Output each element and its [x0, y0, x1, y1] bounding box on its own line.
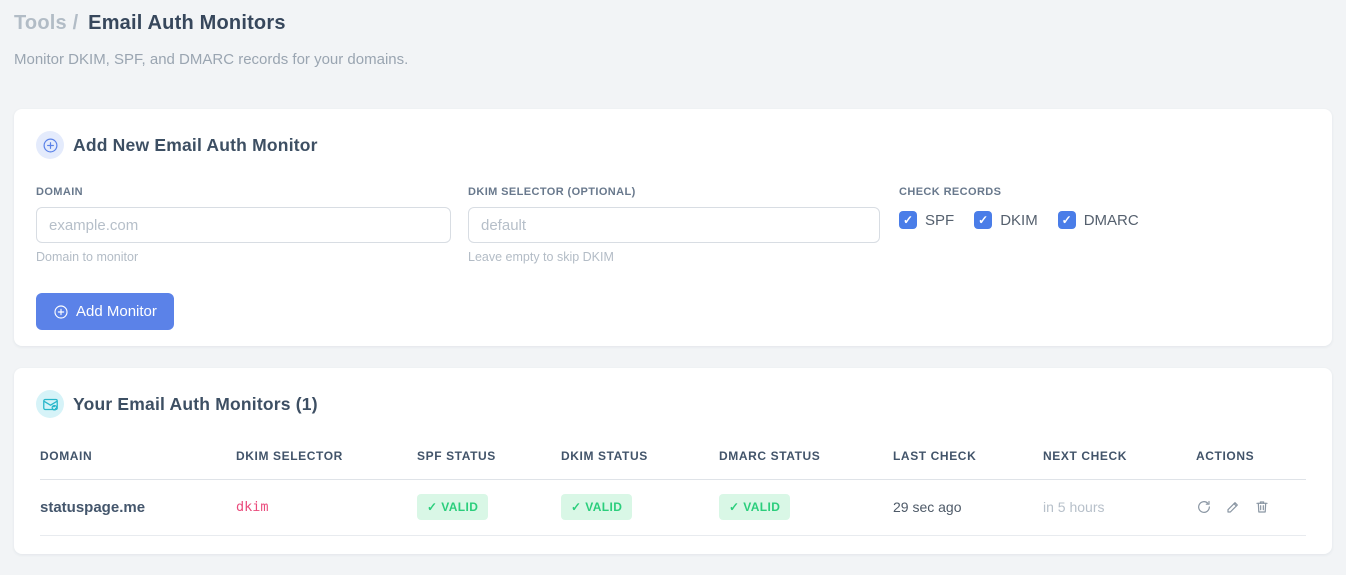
- add-monitor-card-header: Add New Email Auth Monitor: [36, 131, 1310, 159]
- monitor-domain: statuspage.me: [40, 479, 236, 536]
- dkim-selector-input[interactable]: [468, 207, 880, 243]
- column-header-spf-status: SPF STATUS: [417, 441, 561, 480]
- dkim-selector-field-helper: Leave empty to skip DKIM: [468, 250, 614, 264]
- page-title: Email Auth Monitors: [88, 12, 286, 34]
- column-header-last-check: LAST CHECK: [893, 441, 1043, 480]
- checkbox-dmarc[interactable]: ✓ DMARC: [1057, 211, 1139, 229]
- edit-pencil-icon[interactable]: [1225, 499, 1241, 515]
- dmarc-status-badge: ✓ VALID: [719, 494, 791, 520]
- envelope-check-icon: [36, 390, 64, 418]
- domain-field-label: DOMAIN: [36, 186, 84, 198]
- column-header-next-check: NEXT CHECK: [1043, 441, 1196, 480]
- monitors-card-header: Your Email Auth Monitors (1): [36, 390, 1306, 418]
- add-monitor-card-title: Add New Email Auth Monitor: [73, 134, 318, 155]
- breadcrumb-section[interactable]: Tools: [14, 12, 67, 34]
- domain-field-group: DOMAIN Domain to monitor: [36, 186, 451, 264]
- check-records-row: ✓ SPF ✓ DKIM ✓ DMARC: [899, 211, 1159, 229]
- page-subtitle: Monitor DKIM, SPF, and DMARC records for…: [14, 51, 409, 68]
- dkim-selector-field-label: DKIM SELECTOR (OPTIONAL): [468, 186, 636, 198]
- column-header-dkim-status: DKIM STATUS: [561, 441, 719, 480]
- add-monitor-button[interactable]: Add Monitor: [36, 293, 174, 330]
- breadcrumb-separator: /: [72, 12, 79, 34]
- add-monitor-button-label: Add Monitor: [76, 303, 157, 320]
- column-header-dkim-selector: DKIM SELECTOR: [236, 441, 417, 480]
- column-header-domain: DOMAIN: [40, 441, 236, 480]
- page: Tools / Email Auth Monitors Monitor DKIM…: [14, 12, 1332, 554]
- monitors-list-card: Your Email Auth Monitors (1) DOMAIN DKIM…: [14, 368, 1332, 554]
- dkim-status-badge: ✓ VALID: [561, 494, 633, 520]
- trash-icon[interactable]: [1254, 499, 1270, 515]
- row-actions: [1196, 499, 1306, 515]
- domain-field-helper: Domain to monitor: [36, 250, 139, 264]
- checkbox-checked-icon[interactable]: ✓: [899, 211, 917, 229]
- checkbox-dkim-label: DKIM: [1000, 211, 1038, 229]
- checkbox-dmarc-label: DMARC: [1083, 211, 1139, 229]
- checkbox-checked-icon[interactable]: ✓: [1057, 211, 1076, 229]
- checkbox-checked-icon[interactable]: ✓: [974, 211, 993, 229]
- dkim-selector-field-group: DKIM SELECTOR (OPTIONAL) Leave empty to …: [468, 186, 880, 264]
- check-records-group: CHECK RECORDS ✓ SPF ✓ DKIM ✓ DMARC: [899, 186, 1159, 264]
- monitor-next-check: in 5 hours: [1043, 479, 1196, 536]
- refresh-icon[interactable]: [1196, 499, 1212, 515]
- monitors-card-title: Your Email Auth Monitors (1): [73, 393, 318, 414]
- monitor-dkim-selector: dkim: [236, 479, 417, 536]
- domain-input[interactable]: [36, 207, 451, 243]
- checkbox-spf-label: SPF: [925, 211, 955, 229]
- add-monitor-form: DOMAIN Domain to monitor DKIM SELECTOR (…: [36, 186, 1310, 264]
- add-monitor-card: Add New Email Auth Monitor DOMAIN Domain…: [14, 109, 1332, 346]
- plus-circle-icon: [36, 131, 64, 159]
- spf-status-badge: ✓ VALID: [417, 494, 489, 520]
- breadcrumb: Tools / Email Auth Monitors: [14, 12, 1332, 35]
- monitors-table: DOMAIN DKIM SELECTOR SPF STATUS DKIM STA…: [40, 441, 1306, 536]
- checkbox-dkim[interactable]: ✓ DKIM: [974, 211, 1038, 229]
- monitor-last-check: 29 sec ago: [893, 479, 1043, 536]
- table-row: statuspage.me dkim ✓ VALID ✓ VALID ✓ VAL…: [40, 479, 1306, 536]
- column-header-dmarc-status: DMARC STATUS: [719, 441, 893, 480]
- monitors-table-header-row: DOMAIN DKIM SELECTOR SPF STATUS DKIM STA…: [40, 441, 1306, 480]
- plus-circle-icon: [53, 304, 69, 320]
- check-records-label: CHECK RECORDS: [899, 186, 1002, 198]
- column-header-actions: ACTIONS: [1196, 441, 1306, 480]
- checkbox-spf[interactable]: ✓ SPF: [899, 211, 954, 229]
